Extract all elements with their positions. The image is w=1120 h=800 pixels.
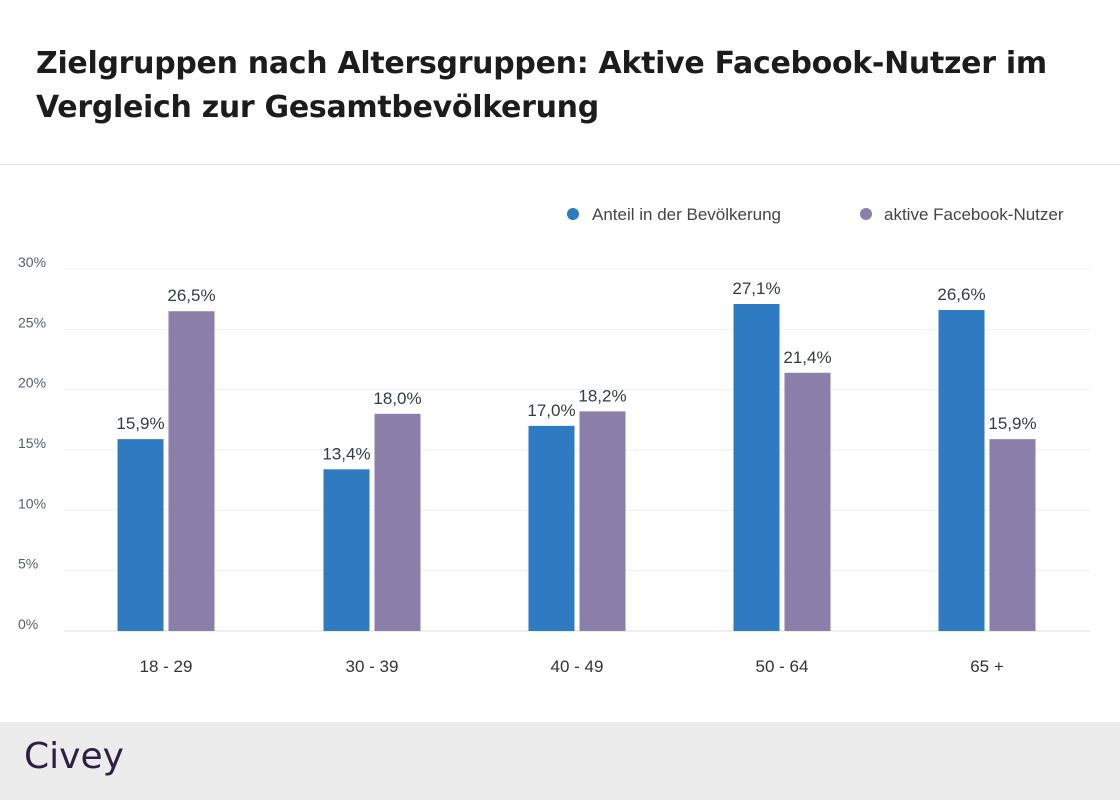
- x-tick-label: 50 - 64: [756, 657, 809, 676]
- data-label: 21,4%: [783, 348, 831, 367]
- bar-facebook: [168, 311, 215, 631]
- data-label: 18,0%: [373, 389, 421, 408]
- bar-facebook: [989, 439, 1036, 631]
- y-tick-label: 20%: [18, 375, 46, 391]
- data-label: 17,0%: [527, 401, 575, 420]
- x-tick-label: 18 - 29: [140, 657, 193, 676]
- bar-facebook: [374, 413, 421, 631]
- data-label: 26,6%: [937, 285, 985, 304]
- chart-title: Zielgruppen nach Altersgruppen: Aktive F…: [36, 46, 1047, 125]
- y-tick-label: 30%: [18, 254, 46, 270]
- legend-marker: [860, 208, 872, 220]
- bar-population: [323, 469, 370, 631]
- y-tick-label: 15%: [18, 435, 46, 451]
- bar-facebook: [579, 411, 626, 631]
- y-tick-label: 25%: [18, 314, 46, 330]
- civey-logo: Civey: [24, 736, 124, 777]
- y-tick-label: 10%: [18, 495, 46, 511]
- x-tick-label: 40 - 49: [551, 657, 604, 676]
- bar-population: [938, 310, 985, 631]
- data-label: 13,4%: [322, 444, 370, 463]
- x-tick-label: 65 +: [970, 657, 1004, 676]
- bar-population: [733, 303, 780, 631]
- bar-facebook: [784, 372, 831, 631]
- legend-label: aktive Facebook-Nutzer: [884, 205, 1064, 224]
- data-label: 27,1%: [732, 279, 780, 298]
- y-tick-label: 0%: [18, 616, 38, 632]
- bar-chart: 0% 5% 10% 15% 20% 25% 30% 18 - 29 15,9% 26,5% 30 -…: [18, 205, 1090, 676]
- bar-population: [117, 439, 164, 631]
- data-label: 15,9%: [988, 414, 1036, 433]
- bar-population: [528, 425, 575, 631]
- legend-label: Anteil in der Bevölkerung: [592, 205, 781, 224]
- legend-marker: [567, 208, 579, 220]
- data-label: 26,5%: [167, 286, 215, 305]
- data-label: 18,2%: [578, 386, 626, 405]
- data-label: 15,9%: [116, 414, 164, 433]
- x-tick-label: 30 - 39: [346, 657, 399, 676]
- divider: [0, 164, 1120, 165]
- footer: Civey: [0, 722, 1120, 800]
- y-tick-label: 5%: [18, 556, 38, 572]
